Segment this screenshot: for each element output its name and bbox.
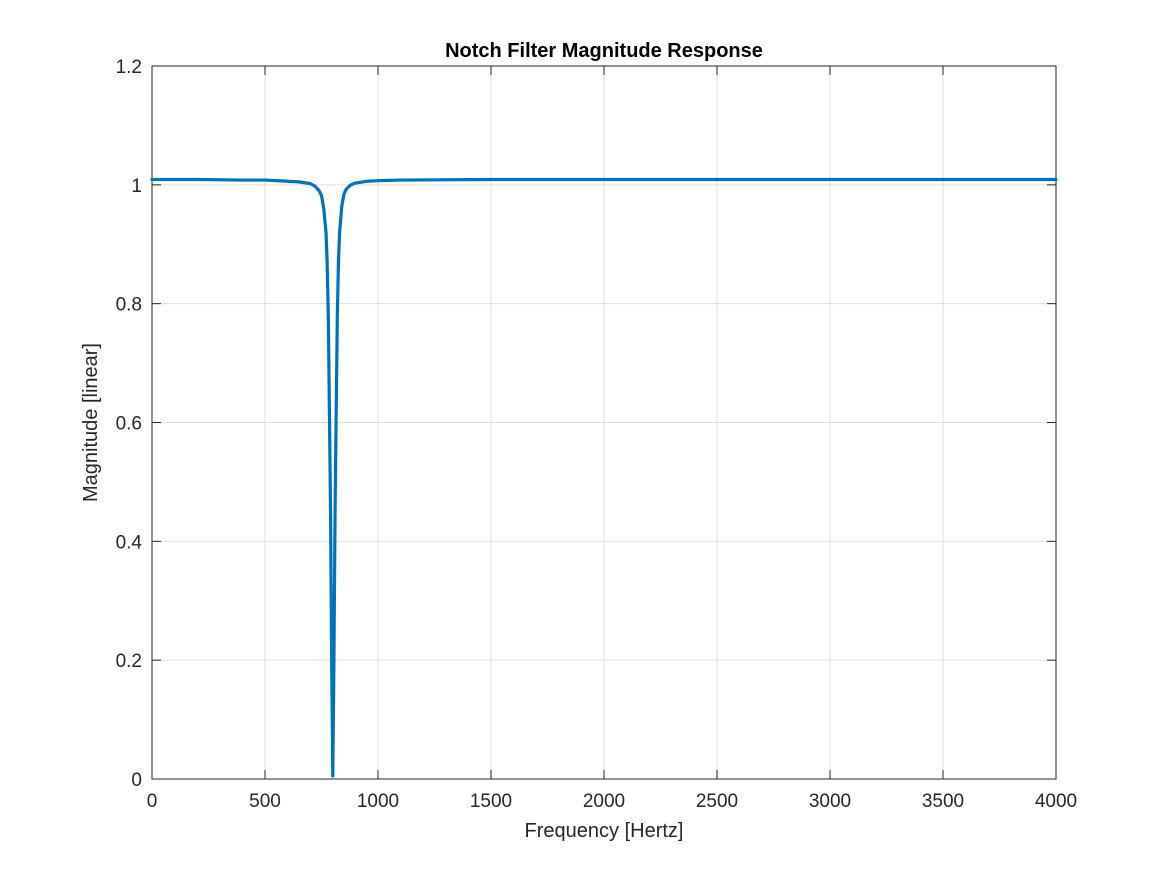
grid	[151, 65, 1057, 780]
y-tick-labels: 0 0.2 0.4 0.6 0.8 1 1.2	[116, 57, 143, 791]
y-tick-label: 1	[131, 176, 142, 197]
x-tick-label: 1500	[470, 791, 512, 812]
x-tick-labels: 0 500 1000 1500 2000 2500 3000 3500 4000	[147, 791, 1077, 812]
y-tick-label: 0.6	[116, 414, 142, 435]
y-tick-label: 0.8	[116, 295, 142, 316]
x-tick-label: 2000	[583, 791, 625, 812]
series-line	[150, 177, 1058, 778]
y-tick-label: 0	[131, 770, 142, 791]
x-axis-label: Frequency [Hertz]	[525, 820, 684, 842]
x-tick-label: 0	[147, 791, 158, 812]
x-tick-label: 2500	[696, 791, 738, 812]
x-tick-label: 4000	[1035, 791, 1077, 812]
y-axis-label: Magnitude [linear]	[80, 343, 102, 502]
y-tick-label: 0.4	[116, 532, 143, 553]
y-tick-label: 0.2	[116, 651, 142, 672]
x-tick-label: 3500	[922, 791, 964, 812]
x-tick-label: 3000	[809, 791, 851, 812]
chart-title: Notch Filter Magnitude Response	[445, 40, 763, 62]
x-tick-label: 1000	[357, 791, 399, 812]
x-tick-label: 500	[249, 791, 281, 812]
ticks	[151, 65, 1057, 780]
y-tick-label: 1.2	[116, 57, 142, 78]
